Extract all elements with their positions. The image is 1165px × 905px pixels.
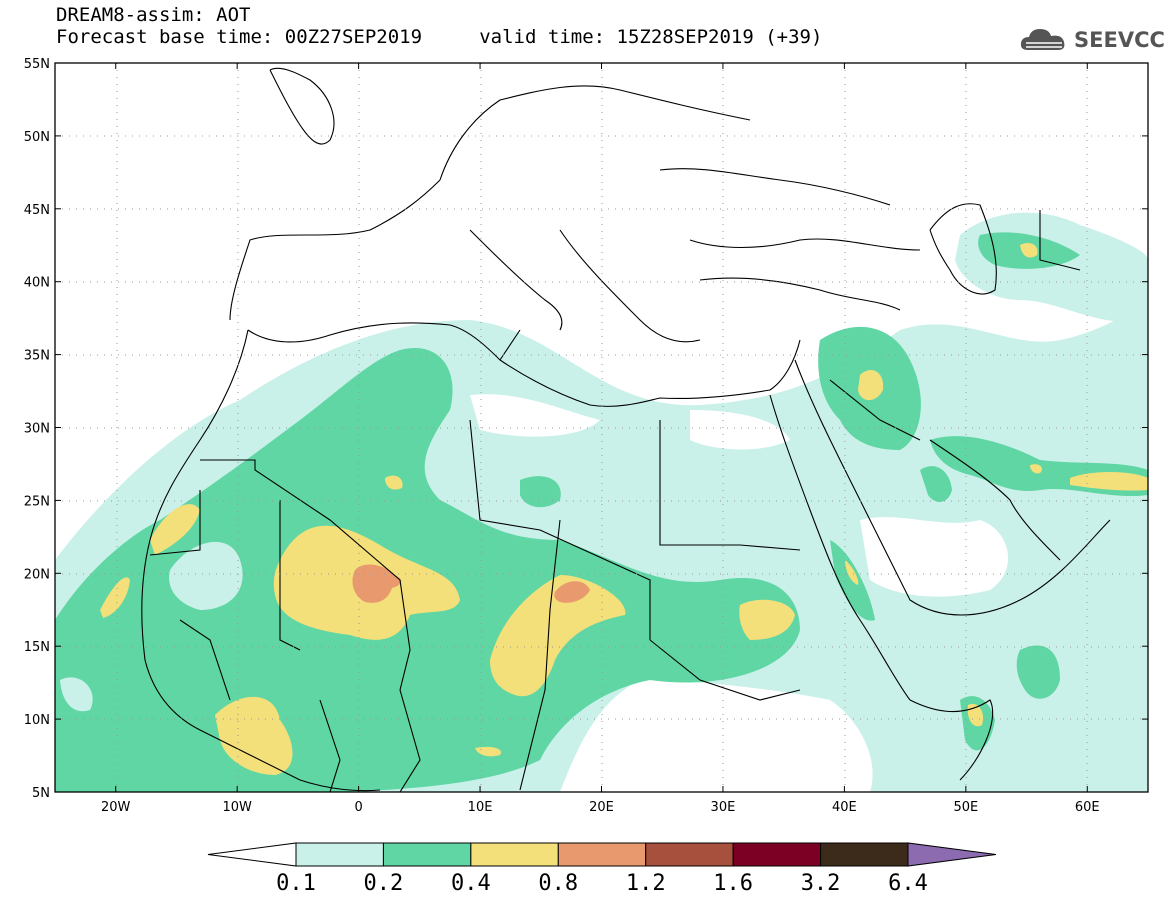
aot-level-0.8 — [352, 564, 590, 603]
colorbar-label: 1.6 — [713, 871, 753, 896]
x-tick-label: 60E — [1075, 800, 1100, 815]
y-tick-label: 25N — [24, 494, 50, 509]
colorbar-segment — [732, 842, 822, 867]
x-tick-label: 0 — [354, 800, 362, 815]
colorbar-segment — [382, 842, 472, 867]
colorbar-label: 0.8 — [538, 871, 578, 896]
colorbar-label: 0.1 — [276, 871, 316, 896]
colorbar-segment — [645, 842, 734, 867]
aot-below-threshold — [470, 394, 1009, 792]
coastlines-borders — [141, 67, 1111, 792]
x-tick-label: 30E — [711, 800, 736, 815]
latitude-axis: 5N 10N 15N 20N 25N 30N 35N 40N 45N 50N 55N — [24, 57, 1148, 801]
x-tick-label: 50E — [953, 800, 978, 815]
aot-contours — [55, 63, 1148, 792]
x-tick-label: 20W — [101, 800, 131, 815]
x-tick-label: 40E — [832, 800, 857, 815]
logo-text: SEEVCCC — [1074, 28, 1165, 52]
colorbar-segment — [820, 842, 909, 867]
y-tick-label: 5N — [32, 786, 50, 801]
colorbar: 0.1 0.2 0.4 0.8 1.2 1.6 3.2 6.4 — [207, 842, 997, 896]
colorbar-segment — [557, 842, 647, 867]
y-tick-label: 55N — [24, 57, 50, 72]
colorbar-label: 3.2 — [801, 871, 841, 896]
y-tick-label: 45N — [24, 203, 50, 218]
graticule — [55, 63, 1148, 792]
y-tick-label: 40N — [24, 276, 50, 291]
seevccc-logo: SEEVCCC — [1018, 24, 1165, 56]
colorbar-label: 0.2 — [364, 871, 404, 896]
colorbar-segment — [470, 842, 559, 867]
colorbar-label: 6.4 — [888, 871, 928, 896]
colorbar-label: 0.4 — [451, 871, 491, 896]
y-tick-label: 35N — [24, 349, 50, 364]
map-title: DREAM8-assim: AOT — [56, 4, 251, 26]
x-tick-label: 10W — [222, 800, 252, 815]
aot-holes-level-0.1 — [60, 541, 243, 712]
x-tick-label: 10E — [468, 800, 493, 815]
y-tick-label: 10N — [24, 713, 50, 728]
colorbar-under-triangle — [207, 842, 297, 867]
y-tick-label: 15N — [24, 640, 50, 655]
cloud-icon — [1020, 29, 1065, 50]
colorbar-over-triangle — [907, 842, 997, 867]
y-tick-label: 30N — [24, 422, 50, 437]
x-tick-label: 20E — [589, 800, 614, 815]
y-tick-label: 20N — [24, 567, 50, 582]
y-tick-label: 50N — [24, 130, 50, 145]
colorbar-segment — [295, 842, 384, 867]
longitude-axis: 20W 10W 0 10E 20E 30E 40E 50E 60E — [101, 63, 1100, 815]
forecast-time-subtitle: Forecast base time: 00Z27SEP2019 valid t… — [56, 26, 823, 48]
colorbar-label: 1.2 — [626, 871, 666, 896]
